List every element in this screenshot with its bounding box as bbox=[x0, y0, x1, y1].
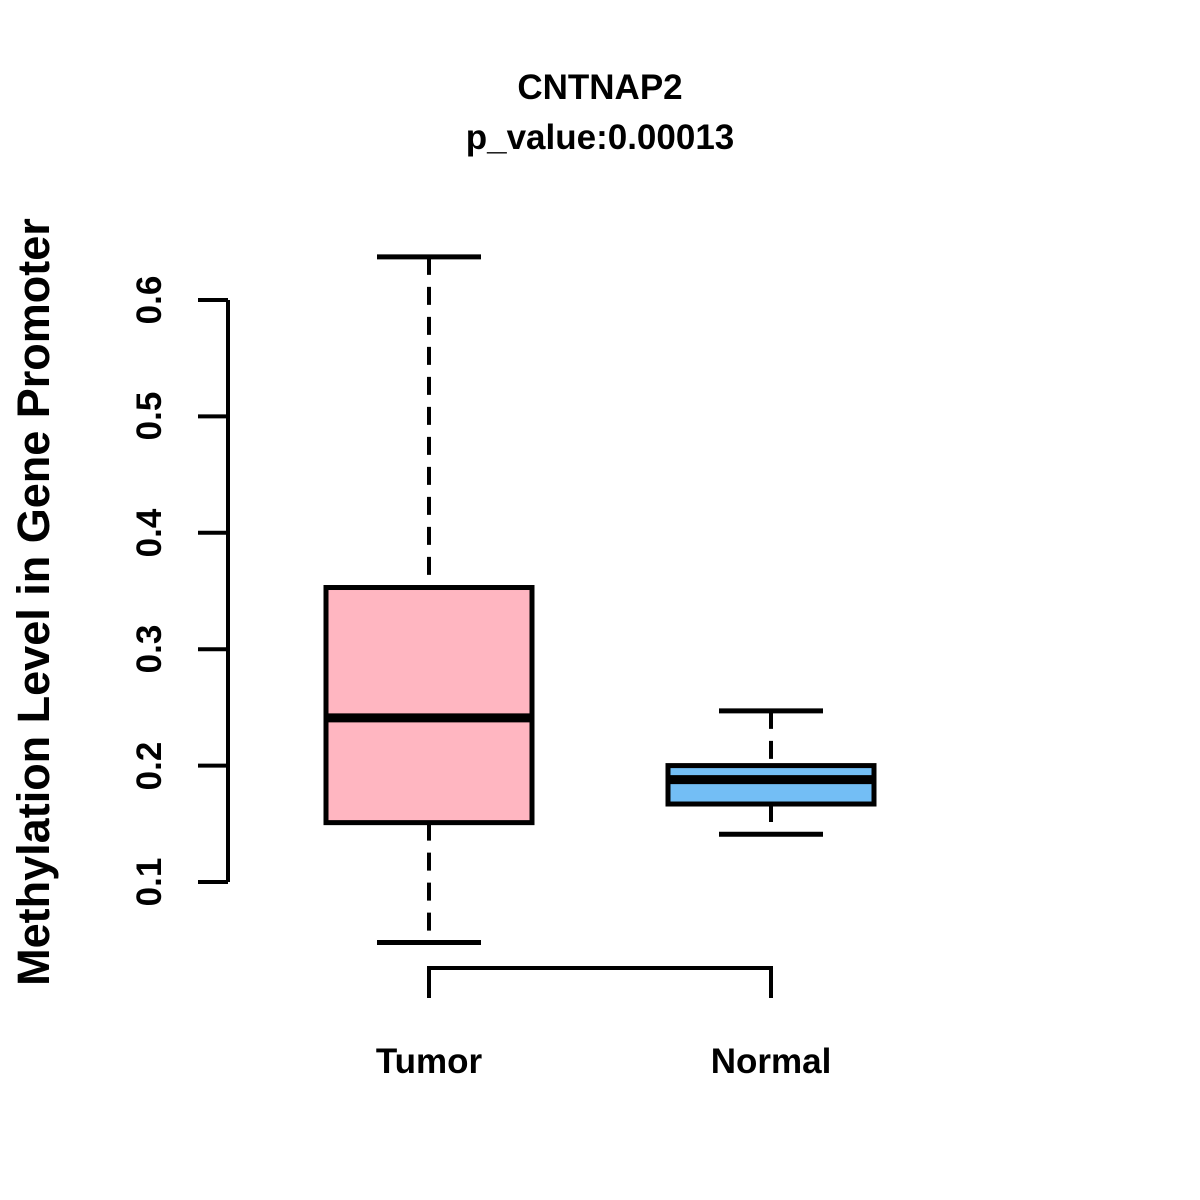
y-tick-label-0.3: 0.3 bbox=[130, 624, 169, 674]
y-tick-label-0.2: 0.2 bbox=[130, 741, 169, 790]
tumor-box bbox=[323, 585, 535, 826]
y-tick-label-0.5: 0.5 bbox=[130, 392, 169, 441]
normal-box bbox=[665, 763, 877, 807]
x-group-label-tumor: Tumor bbox=[375, 1042, 483, 1081]
y-tick-label-0.6: 0.6 bbox=[130, 275, 169, 325]
chart-pvalue-subtitle: p_value:0.00013 bbox=[465, 118, 735, 157]
y-tick-label-0.4: 0.4 bbox=[130, 508, 169, 558]
x-axis-bracket bbox=[427, 966, 773, 998]
chart-title: CNTNAP2 bbox=[517, 68, 683, 107]
y-tick-label-0.1: 0.1 bbox=[130, 857, 169, 907]
x-group-label-normal: Normal bbox=[710, 1042, 832, 1081]
